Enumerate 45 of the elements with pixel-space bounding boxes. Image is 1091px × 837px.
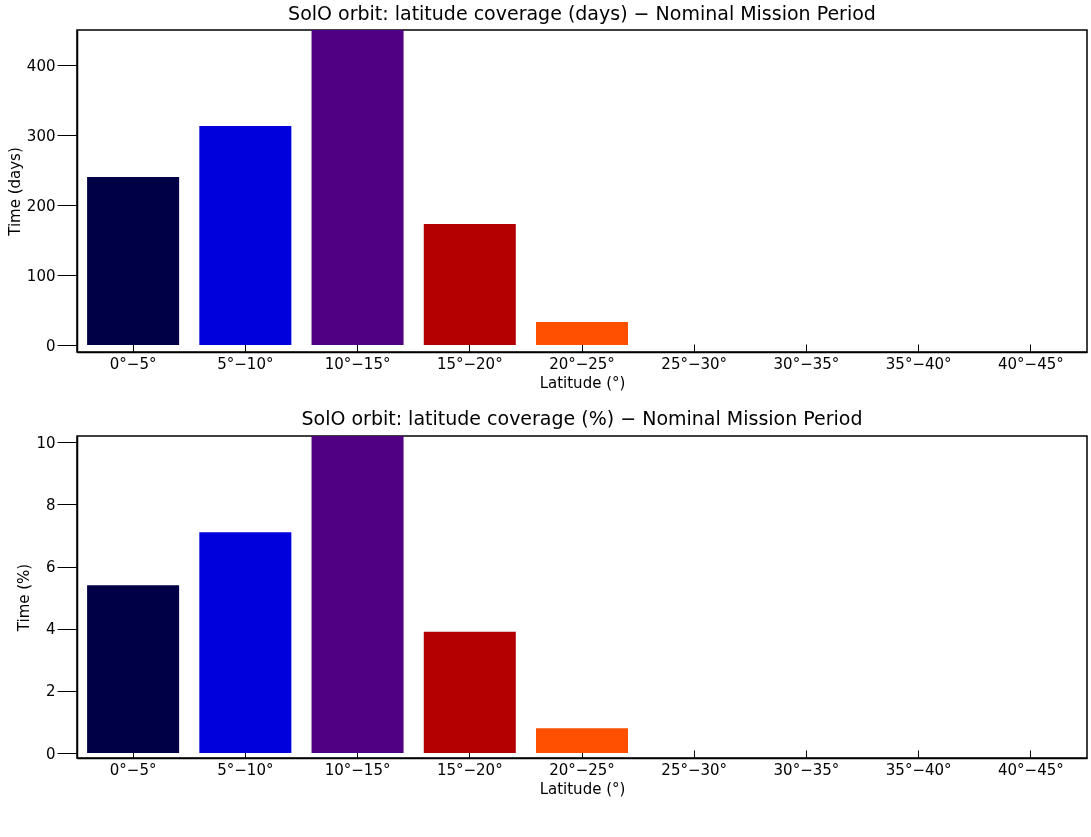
x-tick-label: 10°−15° [324,760,391,779]
x-tick-label: 20°−25° [549,354,615,373]
x-axis-title: Latitude (°) [539,779,626,798]
bar [535,321,629,345]
y-tick-label: 2 [45,682,56,701]
bar [311,30,404,345]
y-tick-label: 400 [26,56,56,75]
y-tick-label: 300 [26,126,56,145]
bar [423,223,516,345]
chart-title: SolO orbit: latitude coverage (days) − Nominal Mission Period [288,2,876,24]
x-tick-label: 25°−30° [661,354,728,373]
x-tick-label: 5°−10° [217,760,274,779]
chart-title: SolO orbit: latitude coverage (%) − Nominal Mission Period [301,407,863,430]
x-tick-label: 10°−15° [324,354,391,373]
x-tick-label: 40°−45° [998,354,1064,373]
y-tick-label: 6 [45,558,56,577]
x-tick-label: 25°−30° [661,760,728,779]
y-tick-label: 200 [26,196,56,215]
y-tick-label: 4 [45,620,56,639]
bar [199,532,292,754]
x-tick-label: 40°−45° [998,760,1064,779]
bar [199,125,292,345]
x-tick-label: 20°−25° [549,760,615,779]
x-tick-label: 35°−40° [885,760,952,779]
x-tick-label: 0°−5° [109,760,157,779]
y-tick-label: 0 [45,336,56,355]
x-tick-label: 5°−10° [217,354,274,373]
x-axis-title: Latitude (°) [539,373,626,392]
x-tick-label: 15°−20° [436,354,503,373]
x-tick-label: 35°−40° [885,354,952,373]
y-tick-label: 100 [26,266,56,285]
y-axis-title: Time (%) [15,563,34,633]
x-tick-label: 30°−35° [773,354,840,373]
bar [87,177,180,345]
bar [423,631,516,754]
bar [535,728,629,754]
x-tick-label: 30°−35° [773,760,840,779]
y-tick-label: 10 [36,433,56,452]
y-tick-label: 0 [45,744,56,763]
y-axis-title: Time (days) [5,147,24,237]
y-tick-label: 8 [45,495,56,514]
x-tick-label: 0°−5° [109,354,157,373]
bar [311,436,404,754]
bar [87,585,180,754]
x-tick-label: 15°−20° [436,760,503,779]
